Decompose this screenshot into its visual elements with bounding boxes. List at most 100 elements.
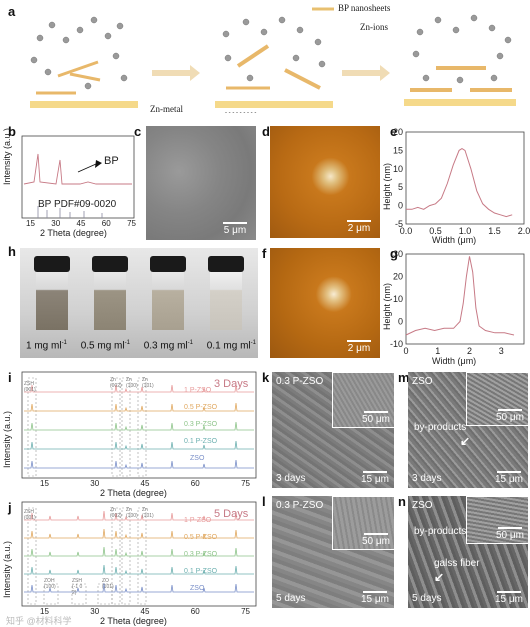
schematic-diagram: - - - - - - - - - (30, 7, 516, 116)
xrd-series-line (24, 528, 254, 539)
panel-label-i: i (8, 370, 12, 385)
scale-bar: 15 μm (494, 591, 524, 605)
vial-2 (94, 272, 126, 330)
ytick-label: 20 (393, 127, 403, 137)
ref-sticks (37, 206, 103, 218)
vial-cap (208, 256, 244, 272)
xtick: 30 (51, 219, 61, 228)
bp-sheet (284, 68, 321, 90)
vial-3 (152, 272, 184, 330)
bp-sheet (57, 60, 99, 78)
sample-name: 0.3 P-ZSO (276, 500, 324, 511)
sample-label: 0.3 P-ZSO (184, 551, 218, 558)
sample-label: 0.1 P-ZSO (184, 568, 218, 575)
scale-bar: 15 μm (360, 471, 390, 485)
inset-scale-label: 50 μm (362, 536, 390, 547)
ytick-label: 0 (398, 201, 403, 211)
xrd-series-line (24, 383, 254, 393)
panel-label-g: g (390, 246, 398, 261)
vial-labels: 1 mg ml-1 0.5 mg ml-1 0.3 mg ml-1 0.1 mg… (26, 340, 256, 351)
xtick: 30 (90, 607, 100, 616)
vial-label-text: 1 mg ml (26, 340, 62, 352)
panel-label-b: b (8, 124, 16, 139)
byproducts-label: by-products (414, 422, 467, 433)
arrow-icon: ↙ (434, 570, 445, 584)
ref-pdf-label: BP PDF#09-0020 (38, 199, 117, 210)
panel-label-m: m (398, 370, 410, 385)
unit-sup: -1 (124, 340, 130, 346)
xtick-label: 1.5 (488, 226, 501, 236)
xtick-label: 1 (435, 346, 440, 356)
vial-cap (150, 256, 186, 272)
xtick: 60 (101, 219, 111, 228)
scale-bar-label: 15 μm (361, 594, 389, 605)
days-label: 3 days (412, 473, 442, 484)
inset-image: 50 μm (466, 496, 528, 544)
ytick-label: -10 (390, 339, 403, 349)
panel-c-sem-image: 5 μm (146, 126, 256, 240)
inset-scale-label: 50 μm (496, 530, 524, 541)
panel-b-ylabel: Intensity (a.u.) (2, 127, 12, 185)
inset-scale-bar: 50 μm (495, 527, 525, 541)
panel-j-ylabel: Intensity (a.u.) (2, 540, 12, 598)
inset-image: 50 μm (466, 372, 528, 426)
xtick: 15 (40, 479, 49, 488)
byproducts-label: by-products (414, 526, 467, 537)
xtick: 15 (26, 219, 35, 228)
xtick: 75 (127, 219, 136, 228)
xtick-label: 2.0 (518, 226, 530, 236)
panel-b-xticks: 15 30 45 60 75 (26, 219, 136, 228)
xtick: 30 (90, 479, 100, 488)
inset-scale-bar: 50 μm (495, 409, 525, 423)
ytick-label: 10 (393, 164, 403, 174)
scale-bar: 2 μm (344, 340, 374, 354)
xtick: 60 (190, 479, 200, 488)
panel-l-sem: 50 μm 0.3 P-ZSO 5 days 15 μm (272, 496, 394, 608)
vial-1 (36, 272, 68, 330)
svg-text:- - - - - - - - -: - - - - - - - - - (225, 110, 256, 116)
xtick-label: 2 (467, 346, 472, 356)
ytick-label: 15 (393, 145, 403, 155)
zn-peak-label: Zn (100) (126, 507, 138, 519)
panel-label-c: c (134, 124, 142, 139)
panel-m-sem: 50 μm ZSO by-products ↙ 3 days 15 μm (408, 372, 528, 488)
panel-e-chart: 20 15 10 5 0 -50.0 0.5 1.0 1.5 2.0 (393, 127, 530, 236)
extra-peak-label: ZO (101) (102, 578, 114, 590)
zn-ions (30, 14, 512, 90)
panel-label-e: e (390, 124, 398, 139)
zn-peak-label: Zn (002) (110, 377, 122, 389)
panel-label-l: l (262, 494, 266, 509)
legend-bp-text: BP nanosheets (338, 3, 391, 13)
ytick-label: 5 (398, 182, 403, 192)
panel-i-xrd (21, 371, 257, 479)
scale-bar: 2 μm (344, 220, 374, 234)
arrow-icon: ↙ (460, 434, 471, 448)
sample-name: ZSO (412, 376, 433, 387)
inset-image: 50 μm (332, 496, 394, 550)
sample-label: 0.5 P-ZSO (184, 404, 218, 411)
zn-labels: Zn (002) Zn (100) Zn (101) (110, 507, 160, 519)
vial-label-text: 0.3 mg ml (143, 340, 188, 352)
xrd-series-line (24, 582, 254, 593)
panel-j-xlabel: 2 Theta (degree) (100, 616, 167, 626)
inset-scale-bar: 50 μm (361, 533, 391, 547)
panel-h-photo: 1 mg ml-1 0.5 mg ml-1 0.3 mg ml-1 0.1 mg… (20, 248, 258, 358)
glass-fiber-label: galss fiber (434, 558, 480, 569)
vial-label-text: 0.5 mg ml (80, 340, 125, 352)
xrd-series-line (24, 546, 254, 557)
panel-i-xticks: 15 30 45 60 75 (40, 479, 250, 488)
sample-name: ZSO (412, 500, 433, 511)
inset-scale-label: 50 μm (496, 412, 524, 423)
bp-peak-label: BP (104, 155, 119, 167)
panel-f-afm-image: 2 μm (270, 248, 380, 358)
panel-j-legend: 1 P-ZSO 0.5 P-ZSO 0.3 P-ZSO 0.1 P-ZSO ZS… (184, 517, 217, 592)
xrd-series-line (24, 440, 254, 450)
stage-arrow-1 (152, 65, 200, 81)
sample-label: 0.3 P-ZSO (184, 421, 218, 428)
xrd-series-line (24, 402, 254, 412)
xtick-label: 3 (499, 346, 504, 356)
bp-pattern-line (23, 153, 132, 185)
vial-cap (34, 256, 70, 272)
xrd-series-line (24, 421, 254, 431)
vial-label: 1 mg ml-1 (26, 340, 67, 351)
